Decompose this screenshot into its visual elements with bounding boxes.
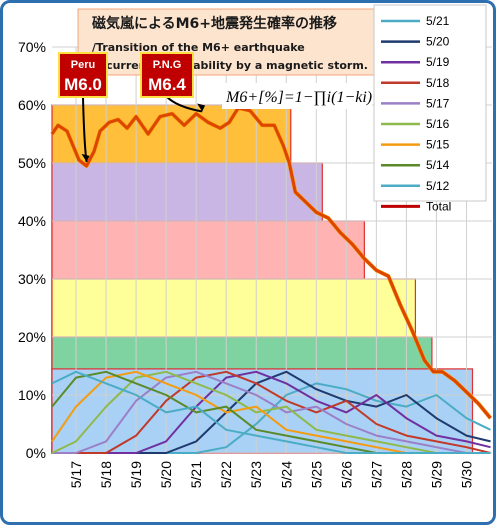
formula-text: M6+[%]=1−∏i(1−ki): [225, 89, 372, 106]
series-5-19-line: [52, 370, 491, 454]
y-tick-label: 20%: [18, 329, 46, 345]
x-axis-ticks: 5/17 5/18 5/19 5/20 5/21 5/22 5/23 5/24 5/25 5/26…: [68, 461, 474, 488]
x-tick-label: 5/26: [338, 461, 354, 488]
series-lines: [50, 105, 493, 454]
annotation-png-place: P.N.G: [153, 59, 182, 71]
x-tick-label: 5/21: [188, 461, 204, 488]
x-tick-label: 5/23: [248, 461, 264, 488]
x-tick-label: 5/29: [428, 461, 444, 488]
x-tick-label: 5/22: [218, 461, 234, 488]
legend-label: 5/17: [426, 96, 450, 110]
series-5-16-line: [51, 370, 491, 454]
x-tick-label: 5/17: [68, 461, 84, 488]
legend-label: 5/12: [426, 179, 450, 193]
annotation-png-magnitude: M6.4: [148, 75, 186, 94]
title-box: 磁気嵐によるM6+地震発生確率の推移 /Transition of the M6…: [77, 8, 375, 76]
annotation-arrowhead-1: [197, 103, 206, 112]
legend-label: 5/18: [426, 76, 450, 90]
annotation-arrows: [81, 96, 206, 163]
x-tick-label: 5/28: [398, 461, 414, 488]
chart-title: 磁気嵐によるM6+地震発生確率の推移: [92, 15, 337, 32]
legend-label: 5/16: [426, 117, 450, 131]
y-tick-label: 10%: [18, 387, 46, 403]
chart-subtitle-line-2: occurrence probability by a magnetic sto…: [92, 59, 368, 72]
y-tick-label: 50%: [18, 155, 46, 171]
annotation-png: P.N.G M6.4: [140, 52, 194, 98]
legend-label: 5/20: [426, 35, 450, 49]
y-tick-label: 0%: [26, 445, 46, 461]
annotation-arrow-1: [166, 96, 203, 113]
formula: M6+[%]=1−∏i(1−ki): [222, 83, 372, 109]
x-tick-label: 5/19: [128, 461, 144, 488]
x-tick-label: 5/18: [98, 461, 114, 488]
y-tick-label: 40%: [18, 213, 46, 229]
legend-label: 5/14: [426, 158, 450, 172]
y-tick-label: 60%: [18, 97, 46, 113]
x-tick-label: 5/25: [308, 461, 324, 488]
annotation-peru: Peru M6.0: [58, 52, 108, 98]
chart-subtitle-line-1: /Transition of the M6+ earthquake: [92, 41, 305, 54]
legend-label: 5/21: [426, 14, 450, 28]
series-5-18-line: [52, 370, 491, 454]
x-tick-label: 5/24: [278, 461, 294, 488]
y-tick-label: 70%: [18, 39, 46, 55]
legend-label: 5/15: [426, 138, 450, 152]
legend: 5/21 5/20 5/19 5/18 5/17 5/16 5/15 5/14 5/12 Tota…: [373, 4, 487, 213]
x-tick-label: 5/30: [458, 461, 474, 488]
y-axis-ticks: 0% 10% 20% 30% 40% 50% 60% 70%: [18, 39, 46, 461]
annotation-peru-magnitude: M6.0: [64, 75, 102, 94]
y-tick-label: 30%: [18, 271, 46, 287]
x-tick-label: 5/20: [158, 461, 174, 488]
annotation-arrowhead-0: [81, 153, 90, 162]
series-total-line: [50, 106, 492, 420]
annotation-peru-place: Peru: [71, 59, 95, 71]
series-5-17-line: [52, 370, 491, 454]
legend-label: Total: [426, 199, 451, 213]
series-5-12-line: [51, 370, 491, 454]
x-tick-label: 5/27: [368, 461, 384, 488]
legend-label: 5/19: [426, 55, 450, 69]
